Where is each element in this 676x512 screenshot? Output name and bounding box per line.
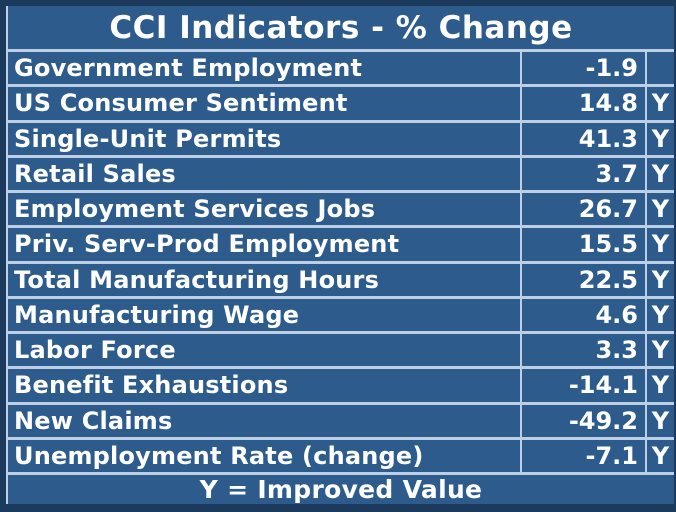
indicator-name: Employment Services Jobs [14, 195, 376, 224]
improved-flag: Y [645, 122, 674, 155]
improved-flag: Y [645, 157, 674, 190]
indicator-name: Benefit Exhaustions [14, 371, 289, 400]
improved-flag: Y [645, 369, 674, 402]
indicator-name: Unemployment Rate (change) [14, 441, 424, 470]
indicator-value: 4.6 [520, 298, 645, 331]
table-row: New Claims -49.2 Y [8, 404, 674, 440]
improved-flag: Y [645, 193, 674, 226]
improved-flag: Y [645, 87, 674, 120]
indicator-name: Single-Unit Permits [14, 124, 282, 153]
table-row: Manufacturing Wage 4.6 Y [8, 298, 674, 334]
indicator-name: Government Employment [14, 54, 363, 83]
indicator-name: US Consumer Sentiment [14, 89, 348, 118]
improved-flag [645, 52, 674, 85]
table-row: Single-Unit Permits 41.3 Y [8, 122, 674, 158]
indicator-value: 3.7 [520, 157, 645, 190]
improved-flag: Y [645, 404, 674, 437]
indicator-name: New Claims [14, 406, 173, 435]
indicator-value: 14.8 [520, 87, 645, 120]
table-legend: Y = Improved Value [199, 475, 483, 504]
indicator-value: 3.3 [520, 334, 645, 367]
cci-indicators-table: CCI Indicators - % Change Government Emp… [6, 6, 674, 504]
improved-flag: Y [645, 228, 674, 261]
table-row: Benefit Exhaustions -14.1 Y [8, 369, 674, 405]
table-row: Labor Force 3.3 Y [8, 334, 674, 370]
indicator-value: 41.3 [520, 122, 645, 155]
table-row: Total Manufacturing Hours 22.5 Y [8, 263, 674, 299]
indicator-value: -7.1 [520, 439, 645, 472]
table-body: Government Employment -1.9 US Consumer Sen… [8, 52, 674, 475]
improved-flag: Y [645, 263, 674, 296]
improved-flag: Y [645, 298, 674, 331]
table-row: Priv. Serv-Prod Employment 15.5 Y [8, 228, 674, 264]
indicator-value: -49.2 [520, 404, 645, 437]
table-row: Government Employment -1.9 [8, 52, 674, 88]
indicator-value: 22.5 [520, 263, 645, 296]
improved-flag: Y [645, 439, 674, 472]
table-row: Unemployment Rate (change) -7.1 Y [8, 439, 674, 475]
indicator-name: Labor Force [14, 336, 176, 365]
table-row: Retail Sales 3.7 Y [8, 157, 674, 193]
table-title: CCI Indicators - % Change [8, 6, 674, 52]
indicator-name: Total Manufacturing Hours [14, 265, 380, 294]
indicator-value: 15.5 [520, 228, 645, 261]
indicator-name: Retail Sales [14, 159, 176, 188]
indicator-value: 26.7 [520, 193, 645, 226]
indicator-value: -1.9 [520, 52, 645, 85]
table-row: US Consumer Sentiment 14.8 Y [8, 87, 674, 123]
table-row: Employment Services Jobs 26.7 Y [8, 193, 674, 229]
indicator-name: Manufacturing Wage [14, 300, 300, 329]
indicator-name: Priv. Serv-Prod Employment [14, 230, 400, 259]
improved-flag: Y [645, 334, 674, 367]
indicator-value: -14.1 [520, 369, 645, 402]
